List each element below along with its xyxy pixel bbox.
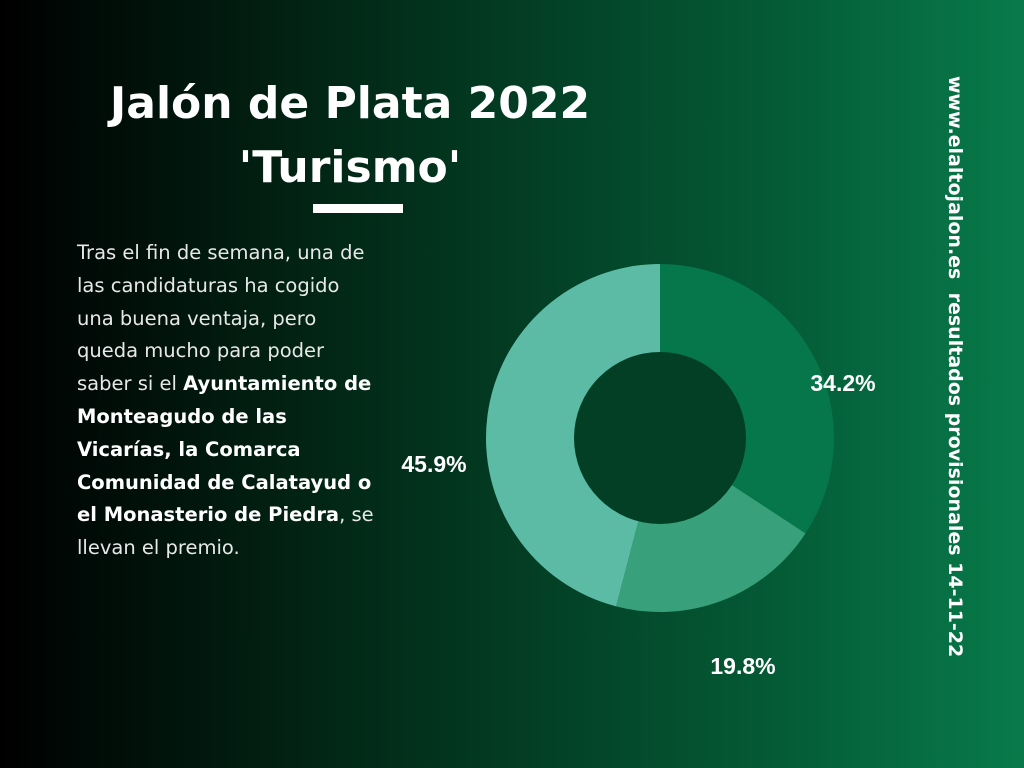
donut-labels: 34.2% 19.8% 45.9% — [401, 370, 875, 679]
title-line-2: 'Turismo' — [238, 142, 462, 193]
donut-hole — [574, 352, 746, 524]
donut-slice-3 — [485, 264, 660, 607]
description-text-2: , se llevan el premio. — [77, 503, 374, 560]
data-label-3: 45.9% — [401, 451, 466, 477]
source-and-date-text: www.elaltojalon.es resultados provisiona… — [944, 76, 966, 658]
page-title: Jalón de Plata 2022 'Turismo' — [60, 72, 640, 200]
description-bold-text: Ayuntamiento de Monteagudo de las Vicarí… — [77, 372, 372, 527]
description-paragraph: Tras el fin de semana, una de las candid… — [77, 237, 377, 565]
title-underline — [313, 204, 403, 213]
data-label-1: 34.2% — [810, 370, 875, 396]
donut-chart: 34.2% 19.8% 45.9% — [401, 264, 876, 679]
description-text-1: Tras el fin de semana, una de las candid… — [77, 241, 365, 396]
title-line-1: Jalón de Plata 2022 — [109, 78, 591, 129]
data-label-2: 19.8% — [710, 653, 775, 679]
